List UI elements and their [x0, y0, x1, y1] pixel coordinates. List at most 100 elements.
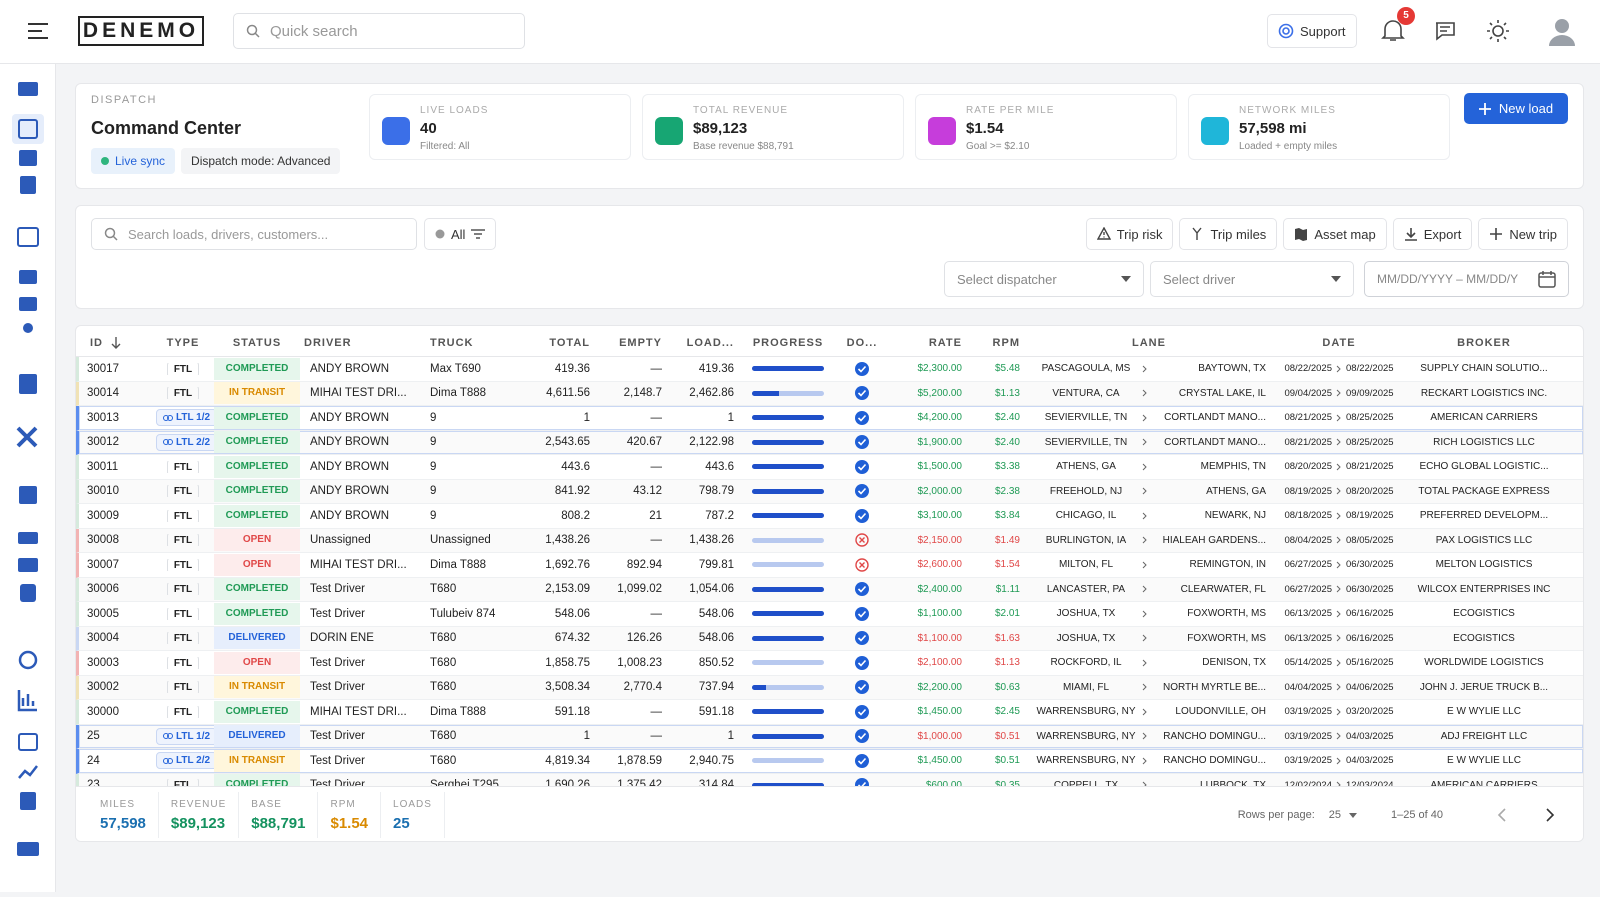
- select[interactable]: Select driver: [1150, 261, 1354, 297]
- kpi-label: NETWORK MILES: [1239, 105, 1336, 116]
- cell: Test Driver: [300, 608, 426, 620]
- docs-ok: [855, 361, 869, 376]
- nav-icon[interactable]: [16, 426, 38, 448]
- new-load-button[interactable]: New load: [1464, 93, 1568, 124]
- empty-miles: —: [650, 534, 663, 547]
- nav-active[interactable]: [12, 114, 44, 144]
- menu-button[interactable]: [28, 23, 48, 39]
- filter-button[interactable]: All: [424, 218, 497, 250]
- column-header[interactable]: TRUCK: [426, 337, 516, 349]
- loaded-miles: 548.06: [698, 632, 734, 645]
- load-search[interactable]: Search loads, drivers, customers...: [91, 218, 417, 250]
- cell: 1,692.76: [516, 559, 594, 571]
- table-row[interactable]: 30009 FTL COMPLETED ANDY BROWN 9 808.2 21 787.2…: [76, 504, 1583, 529]
- dispatch-card: DISPATCH Command Center Live sync Dispatc…: [75, 83, 1584, 189]
- theme-button[interactable]: [1486, 19, 1510, 43]
- table-row[interactable]: 30002 FTL IN TRANSIT Test Driver T680 3,508.3…: [76, 675, 1583, 700]
- toolbar-button[interactable]: Trip risk: [1085, 218, 1174, 250]
- table-row[interactable]: 30011 FTL COMPLETED ANDY BROWN 9 443.6 — 443.6 $…: [76, 455, 1583, 480]
- table-row[interactable]: 30007 FTL OPEN MIHAI TEST DRI... Dima T888 1,…: [76, 553, 1583, 578]
- nav-icon[interactable]: [19, 150, 37, 166]
- nav-icon[interactable]: [18, 650, 38, 670]
- table-row[interactable]: 30012 LTL 2/2 COMPLETED ANDY BROWN 9 2,543.65…: [76, 430, 1583, 455]
- table-row[interactable]: 30010 FTL COMPLETED ANDY BROWN 9 841.92 43.12 7…: [76, 479, 1583, 504]
- nav-icon[interactable]: [19, 270, 37, 284]
- nav-icon[interactable]: [20, 584, 36, 602]
- cell: COMPLETED: [214, 406, 300, 429]
- cell: 30012: [79, 436, 152, 448]
- toolbar-button[interactable]: New trip: [1478, 218, 1568, 250]
- column-header[interactable]: RPM: [966, 337, 1024, 349]
- quick-search[interactable]: Quick search: [233, 13, 525, 49]
- column-header[interactable]: TOTAL: [516, 337, 594, 349]
- truck: 9: [430, 485, 437, 498]
- docs-ok-glyph: [855, 655, 869, 670]
- table-row[interactable]: 23 FTL COMPLETED Test Driver Serghei T295 1,6…: [76, 773, 1583, 787]
- table-row[interactable]: 30005 FTL COMPLETED Test Driver Tulubeiv 874…: [76, 602, 1583, 627]
- badge[interactable]: Live sync: [91, 148, 176, 174]
- cell: 1,008.23: [594, 657, 666, 669]
- table-row[interactable]: 30004 FTL DELIVERED DORIN ENE T680 674.32 126.…: [76, 626, 1583, 651]
- column-header[interactable]: LANE: [1024, 337, 1274, 349]
- badge[interactable]: Dispatch mode: Advanced: [181, 148, 341, 174]
- column-header[interactable]: TYPE: [152, 337, 214, 349]
- nav-icon[interactable]: [18, 765, 38, 779]
- messages-button[interactable]: [1434, 21, 1456, 41]
- column-header[interactable]: DO...: [838, 337, 886, 349]
- column-header[interactable]: LOAD...: [666, 337, 738, 349]
- column-header[interactable]: STATUS: [214, 337, 300, 349]
- column-header[interactable]: EMPTY: [594, 337, 666, 349]
- prev-page[interactable]: [1497, 808, 1507, 822]
- column-header[interactable]: RATE: [886, 337, 966, 349]
- table-row[interactable]: 30014 FTL IN TRANSIT MIHAI TEST DRI... Dima …: [76, 381, 1583, 406]
- progress-track: [752, 488, 824, 494]
- cell: $2.01: [966, 608, 1024, 619]
- nav-icon[interactable]: [17, 690, 37, 712]
- table-row[interactable]: 30003 FTL OPEN Test Driver T680 1,858.75 1,008…: [76, 651, 1583, 676]
- next-page[interactable]: [1545, 808, 1555, 822]
- table-row[interactable]: 25 LTL 1/2 DELIVERED Test Driver T680 1 — 1 $1,0…: [76, 724, 1583, 749]
- table-row[interactable]: 30017 FTL COMPLETED ANDY BROWN Max T690 419.3…: [76, 357, 1583, 382]
- rows-per-page-select[interactable]: 25: [1329, 809, 1357, 821]
- status: IN TRANSIT: [214, 749, 300, 772]
- avatar[interactable]: [1547, 16, 1577, 46]
- nav-icon[interactable]: [18, 532, 38, 544]
- nav-icon[interactable]: [18, 733, 38, 751]
- support-button[interactable]: Support: [1267, 14, 1357, 48]
- logo[interactable]: DENEMO: [78, 16, 204, 46]
- nav-icon[interactable]: [20, 176, 36, 194]
- date-range[interactable]: MM/DD/YYYY – MM/DD/Y: [1364, 261, 1569, 297]
- table-row[interactable]: 30008 FTL OPEN Unassigned Unassigned 1,438.26…: [76, 528, 1583, 553]
- column-header[interactable]: ID: [76, 336, 152, 349]
- nav-icon[interactable]: [18, 558, 38, 572]
- notifications-button[interactable]: [1381, 18, 1405, 44]
- toolbar-button[interactable]: Export: [1392, 218, 1473, 250]
- nav-icon[interactable]: [18, 119, 38, 139]
- nav-icon[interactable]: [20, 792, 36, 810]
- column-header[interactable]: DRIVER: [300, 337, 426, 349]
- nav-icon[interactable]: [19, 297, 37, 311]
- toolbar-button[interactable]: Trip miles: [1179, 218, 1278, 250]
- column-header[interactable]: BROKER: [1404, 337, 1564, 349]
- toolbar-button[interactable]: Asset map: [1283, 218, 1387, 250]
- total-miles: 808.2: [561, 509, 590, 522]
- cell: [838, 729, 886, 744]
- nav-icon[interactable]: [23, 323, 33, 333]
- nav-icon[interactable]: [19, 486, 37, 504]
- column-header[interactable]: PROGRESS: [738, 337, 838, 349]
- table-row[interactable]: 30013 LTL 1/2 COMPLETED ANDY BROWN 9 1 — 1 $4,20…: [76, 406, 1583, 431]
- table-row[interactable]: 24 LTL 2/2 IN TRANSIT Test Driver T680 4,819.…: [76, 749, 1583, 774]
- nav-icon[interactable]: [17, 227, 39, 247]
- select[interactable]: Select dispatcher: [944, 261, 1144, 297]
- driver: Test Driver: [310, 607, 365, 620]
- table-row[interactable]: 30000 FTL COMPLETED MIHAI TEST DRI... Dima T…: [76, 700, 1583, 725]
- nav-icon[interactable]: [18, 82, 38, 96]
- table-row[interactable]: 30006 FTL COMPLETED Test Driver T680 2,153.09…: [76, 577, 1583, 602]
- nav-icon[interactable]: [17, 842, 39, 856]
- column-header[interactable]: DATE: [1274, 337, 1404, 349]
- lane-arrow: [1142, 438, 1148, 446]
- nav-icon[interactable]: [19, 374, 37, 394]
- total-miles: 1,438.26: [545, 534, 590, 547]
- empty-miles: 420.67: [626, 436, 662, 449]
